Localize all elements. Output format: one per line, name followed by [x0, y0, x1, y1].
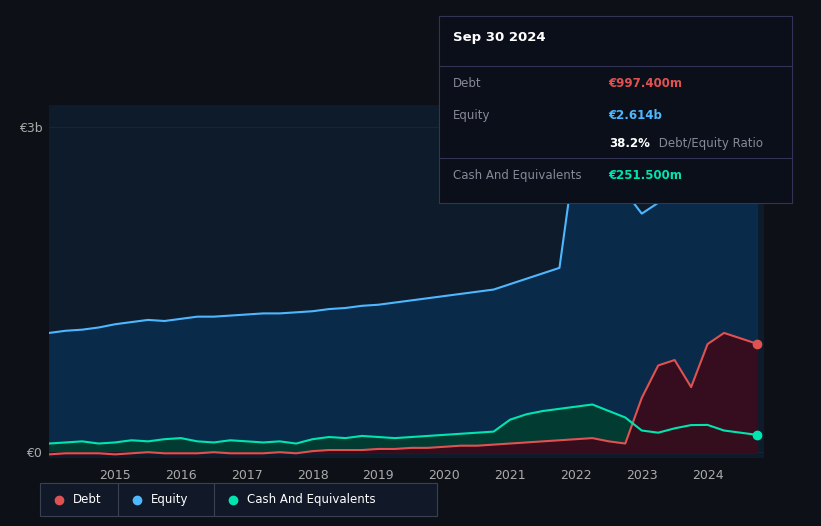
- FancyBboxPatch shape: [214, 483, 437, 516]
- Text: €997.400m: €997.400m: [608, 77, 683, 90]
- Text: Debt/Equity Ratio: Debt/Equity Ratio: [654, 137, 763, 150]
- Text: Debt: Debt: [453, 77, 482, 90]
- Text: €2.614b: €2.614b: [608, 109, 663, 122]
- Text: Debt: Debt: [73, 493, 102, 506]
- FancyBboxPatch shape: [118, 483, 214, 516]
- Text: Equity: Equity: [453, 109, 491, 122]
- Text: Sep 30 2024: Sep 30 2024: [453, 31, 546, 44]
- Text: Cash And Equivalents: Cash And Equivalents: [453, 169, 582, 182]
- Text: Equity: Equity: [151, 493, 188, 506]
- Text: €251.500m: €251.500m: [608, 169, 682, 182]
- Text: Cash And Equivalents: Cash And Equivalents: [246, 493, 375, 506]
- FancyBboxPatch shape: [40, 483, 118, 516]
- Text: 38.2%: 38.2%: [608, 137, 649, 150]
